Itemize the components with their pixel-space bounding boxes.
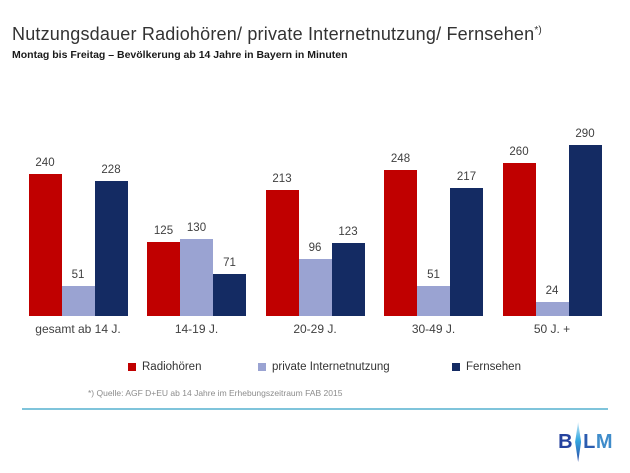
legend-swatch — [128, 363, 136, 371]
bar-cluster: 213 96 123 — [265, 125, 365, 316]
bar-fernsehen — [568, 145, 602, 316]
bar-value-label: 213 — [272, 173, 292, 185]
legend-item-radiohoren: Radiohören — [128, 361, 201, 373]
bar-value-label: 240 — [35, 157, 55, 169]
bar-value-label: 290 — [575, 128, 595, 140]
bar-cluster: 248 51 217 — [384, 125, 483, 316]
bar-value-label: 248 — [390, 153, 411, 165]
page-title-text: Nutzungsdauer Radiohören/ private Intern… — [12, 24, 535, 44]
bar-column: 24 — [535, 285, 569, 316]
legend-swatch — [452, 363, 460, 371]
legend-item-private-internetnutzung: private Internetnutzung — [258, 361, 390, 373]
logo-spike-icon — [575, 422, 582, 462]
bar-column: 217 — [450, 171, 483, 316]
blm-logo: B L M — [558, 421, 613, 463]
bar-column: 260 — [502, 146, 536, 316]
bar-fernsehen — [331, 243, 365, 316]
category-label: 30-49 J. — [411, 322, 456, 336]
category-label: 50 J. + — [533, 322, 571, 336]
legend-label: Fernsehen — [466, 361, 521, 373]
bar-column: 51 — [417, 269, 450, 316]
bar-value-label: 228 — [101, 164, 121, 176]
bar-value-label: 260 — [509, 146, 529, 158]
page-subtitle: Montag bis Freitag – Bevölkerung ab 14 J… — [12, 49, 348, 61]
legend-label: Radiohören — [142, 361, 202, 373]
bar-radiohoren — [147, 242, 180, 316]
category-label: 20-29 J. — [293, 322, 337, 336]
bar-group-14-19-j: 125 130 71 14-19 J. — [147, 125, 247, 336]
bar-value-label: 71 — [223, 257, 236, 269]
source-footnote: *) Quelle: AGF D+EU ab 14 Jahre im Erheb… — [88, 388, 343, 398]
bar-group-30-49-j: 248 51 217 30-49 J. — [384, 125, 484, 336]
legend-label: private Internetnutzung — [272, 361, 390, 373]
bar-column: 228 — [94, 164, 128, 316]
bar-value-label: 217 — [456, 171, 477, 183]
footnote-marker: *) — [534, 25, 542, 36]
bar-private-internetnutzung — [417, 286, 450, 316]
bar-private-internetnutzung — [61, 286, 95, 316]
legend-item-fernsehen: Fernsehen — [452, 361, 521, 373]
bar-chart: 240 51 228 gesamt ab 14 J. 125 130 71 14-19 J. 2… — [28, 125, 602, 336]
bar-value-label: 125 — [153, 225, 174, 237]
bar-cluster: 125 130 71 — [147, 125, 246, 316]
bar-column: 125 — [147, 225, 180, 316]
bar-fernsehen — [213, 274, 246, 316]
bar-private-internetnutzung — [180, 239, 213, 316]
bar-column: 96 — [298, 242, 332, 316]
logo-letter-l: L — [583, 431, 596, 453]
category-label: gesamt ab 14 J. — [35, 322, 121, 336]
page-title: Nutzungsdauer Radiohören/ private Intern… — [12, 24, 542, 45]
bar-column: 123 — [331, 226, 365, 316]
bar-radiohoren — [265, 190, 299, 316]
bar-cluster: 260 24 290 — [502, 125, 602, 316]
bar-value-label: 51 — [427, 269, 440, 281]
bar-private-internetnutzung — [298, 259, 332, 316]
bar-column: 240 — [28, 157, 62, 316]
bar-value-label: 96 — [308, 242, 322, 254]
bar-column: 71 — [213, 257, 246, 316]
bar-column: 213 — [265, 173, 299, 316]
bar-radiohoren — [502, 163, 536, 316]
bar-fernsehen — [94, 181, 128, 316]
bar-value-label: 123 — [338, 226, 358, 238]
category-label: 14-19 J. — [174, 322, 219, 336]
bar-column: 290 — [568, 128, 602, 316]
bar-column: 130 — [180, 222, 213, 316]
bar-value-label: 51 — [71, 269, 85, 281]
bar-group-50-j: 260 24 290 50 J. + — [502, 125, 602, 336]
bar-group-20-29-j: 213 96 123 20-29 J. — [265, 125, 365, 336]
bar-radiohoren — [384, 170, 417, 316]
bar-private-internetnutzung — [535, 302, 569, 316]
bar-cluster: 240 51 228 — [28, 125, 128, 316]
legend: Radiohören private Internetnutzung Fernseh… — [0, 361, 630, 377]
logo-letter-b: B — [558, 431, 574, 453]
bar-value-label: 130 — [186, 222, 207, 234]
legend-swatch — [258, 363, 266, 371]
bar-column: 248 — [384, 153, 417, 316]
bar-group-gesamt-ab-14-j: 240 51 228 gesamt ab 14 J. — [28, 125, 128, 336]
bar-column: 51 — [61, 269, 95, 316]
bar-radiohoren — [28, 174, 62, 316]
bar-value-label: 24 — [545, 285, 559, 297]
logo-letter-m: M — [595, 431, 613, 453]
separator-line — [22, 408, 608, 410]
bar-fernsehen — [450, 188, 483, 316]
